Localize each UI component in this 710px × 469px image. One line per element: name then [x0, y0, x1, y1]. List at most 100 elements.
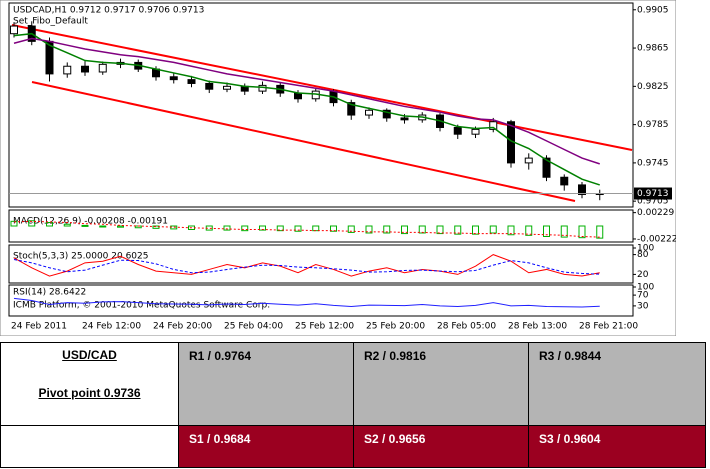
pair: USD/CAD [62, 348, 117, 362]
stoch-panel [8, 244, 634, 284]
empty-cell [0, 425, 179, 468]
y-tick-label: 100 [637, 244, 654, 254]
x-tick-label: 25 Feb 20:00 [366, 322, 425, 332]
candle-body [382, 109, 391, 119]
last-price-box [634, 187, 672, 200]
chart: USDCAD,H1 0.9712 0.9717 0.9706 0.9713 Se… [0, 0, 676, 336]
candle-body [187, 79, 196, 84]
candle-body [365, 109, 373, 116]
s2: S2 / 0.9656 [364, 432, 426, 446]
stoch-title: Stoch(5,3,3) 25.0000 20.6025 [13, 252, 148, 262]
candle-body [489, 121, 498, 130]
indicator-line [13, 254, 600, 277]
macd-bar [472, 225, 479, 235]
candle-body [524, 157, 533, 164]
last-price-label: 0.9713 [637, 189, 669, 199]
y-tick-label: 70 [637, 291, 649, 301]
y-tick-label: 0.9825 [637, 82, 669, 92]
candle-body [169, 76, 178, 81]
x-tick-label: 25 Feb 04:00 [224, 322, 283, 332]
candle-body [10, 25, 18, 35]
candle-body [471, 128, 480, 135]
x-tick-label: 28 Feb 21:00 [579, 322, 638, 332]
y-tick-label: 30 [637, 301, 649, 311]
macd-bar [401, 225, 408, 235]
macd-bar [436, 225, 444, 235]
macd-bar [525, 225, 533, 236]
y-tick-label: -0.00222 [637, 234, 676, 244]
y-tick-label: 100 [637, 283, 654, 293]
candle-body [453, 126, 462, 135]
main-panel [8, 2, 634, 208]
r-cell: R1 / 0.9764 [178, 342, 354, 426]
macd-bar [596, 225, 604, 239]
macd-bar [259, 225, 266, 231]
macd-bar [330, 225, 337, 232]
macd-bar [241, 225, 249, 232]
channel-lower [31, 81, 576, 202]
moving-average [13, 37, 600, 165]
y-tick-label: 0.00229 [637, 208, 674, 218]
indicator-line [13, 259, 600, 275]
y-tick-label: 0.9745 [637, 158, 669, 168]
r-cell: R3 / 0.9844 [528, 342, 706, 426]
candle-body [98, 63, 107, 73]
candle-body [560, 176, 569, 186]
watermark: ICMB Platform, © 2001-2010 MetaQuotes So… [13, 301, 270, 311]
y-tick-label: 0.9785 [637, 120, 669, 130]
y-tick-label: 80 [637, 250, 649, 260]
r3: R3 / 0.9844 [539, 349, 602, 363]
macd-bar [81, 224, 89, 227]
macd-panel [8, 209, 634, 243]
x-tick-label: 28 Feb 13:00 [508, 322, 567, 332]
chart-title: USDCAD,H1 0.9712 0.9717 0.9706 0.9713 [13, 6, 204, 16]
macd-bar [99, 225, 107, 228]
macd-bar [276, 225, 284, 232]
s-cell: S1 / 0.9684 [178, 425, 354, 468]
candle-body [223, 85, 231, 90]
macd-bar [117, 225, 124, 228]
pair-cell: USD/CAD Pivot point 0.9736 [0, 342, 179, 426]
macd-bar [28, 220, 36, 227]
macd-bar [347, 225, 355, 233]
y-tick-label: 0.9865 [637, 44, 669, 54]
candle-body [205, 82, 214, 90]
macd-bar [294, 225, 302, 232]
macd-bar [489, 225, 497, 234]
y-tick-label: 0.9705 [637, 197, 669, 207]
macd-bar [454, 225, 462, 235]
macd-bar [46, 222, 53, 227]
macd-bar [383, 225, 391, 234]
rsi-panel [8, 284, 634, 317]
macd-title: MACD(12,26,9) -0.00208 -0.00191 [13, 217, 168, 227]
s1: S1 / 0.9684 [189, 432, 251, 446]
moving-average [13, 32, 600, 186]
macd-bar [507, 225, 515, 236]
macd-bar [418, 225, 426, 234]
r-cell: R2 / 0.9816 [353, 342, 529, 426]
candle-body [578, 184, 586, 195]
x-tick-label: 24 Feb 2011 [11, 322, 67, 332]
s3: S3 / 0.9604 [539, 432, 601, 446]
s-cell: S3 / 0.9604 [528, 425, 706, 468]
r1: R1 / 0.9764 [189, 349, 252, 363]
x-tick-label: 28 Feb 05:00 [437, 322, 496, 332]
chart-subtitle: Set_Fibo_Default [13, 17, 88, 27]
macd-bar [543, 225, 550, 237]
x-tick-label: 25 Feb 12:00 [295, 322, 354, 332]
candle-body [400, 117, 409, 121]
y-tick-label: 0.9905 [637, 5, 669, 15]
candle-body [63, 65, 72, 75]
rsi-title: RSI(14) 28.6422 [13, 288, 86, 298]
x-tick-label: 24 Feb 12:00 [82, 322, 141, 332]
s-cell: S2 / 0.9656 [353, 425, 529, 468]
macd-bar [578, 225, 586, 239]
y-tick-label: 20 [637, 270, 649, 280]
candle-body [542, 157, 551, 178]
channel-upper [11, 24, 633, 151]
signal-line [13, 220, 600, 238]
chart-frame [0, 0, 676, 336]
macd-bar [63, 223, 71, 227]
candle-body [347, 102, 356, 116]
